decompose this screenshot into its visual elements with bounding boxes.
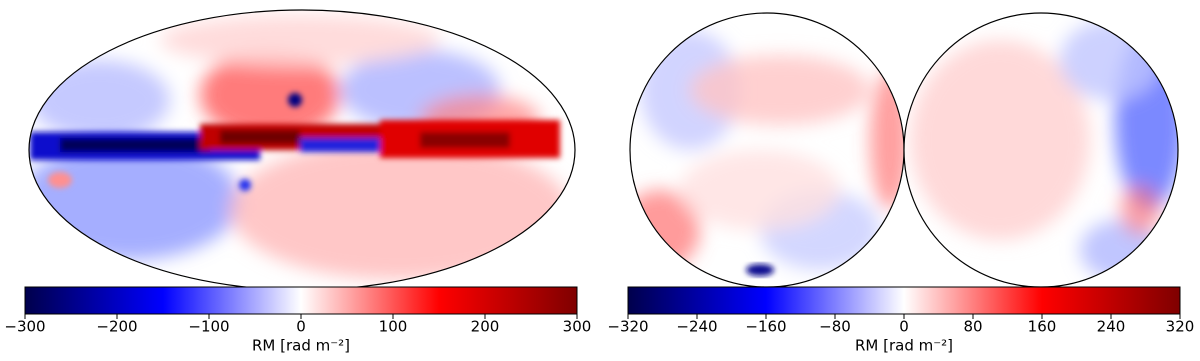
axis-label: RM [rad m⁻²] <box>855 337 953 355</box>
x-tick-label: −80 <box>819 318 851 336</box>
x-tick-label: 0 <box>899 318 909 336</box>
x-tick-label: −240 <box>676 318 717 336</box>
hemisphere-map <box>630 13 904 287</box>
x-tick-label: −100 <box>188 318 229 336</box>
sky-map <box>29 10 575 290</box>
x-tick-label: −300 <box>4 318 45 336</box>
x-tick-label: −320 <box>607 318 648 336</box>
x-tick-label: −160 <box>745 318 786 336</box>
x-tick-label: −200 <box>96 318 137 336</box>
x-tick-label: 240 <box>1097 318 1126 336</box>
x-tick-label: 200 <box>471 318 500 336</box>
x-tick-label: 300 <box>563 318 592 336</box>
hemisphere-map <box>904 13 1178 287</box>
colorbar <box>627 286 1181 315</box>
colorbar <box>24 286 578 315</box>
x-tick-label: 0 <box>296 318 306 336</box>
x-tick-label: 320 <box>1166 318 1195 336</box>
x-tick-label: 160 <box>1028 318 1057 336</box>
x-tick-label: 100 <box>379 318 408 336</box>
x-tick-label: 80 <box>963 318 982 336</box>
axis-label: RM [rad m⁻²] <box>252 337 350 355</box>
